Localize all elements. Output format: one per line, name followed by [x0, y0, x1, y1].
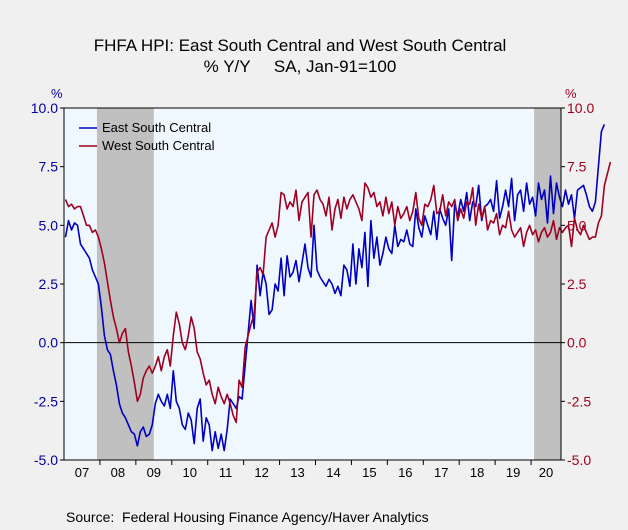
- legend-label-1: East South Central: [102, 120, 211, 135]
- x-tick-label: 08: [111, 465, 125, 480]
- x-tick-label: 10: [183, 465, 197, 480]
- recession-band-2: [534, 108, 561, 460]
- left-tick-label: 2.5: [39, 276, 59, 292]
- x-tick-label: 16: [398, 465, 412, 480]
- right-tick-label: 0.0: [567, 335, 587, 351]
- right-tick-label: 10.0: [567, 100, 594, 116]
- x-tick-label: 19: [506, 465, 520, 480]
- chart-subtitle: % Y/Y SA, Jan-91=100: [204, 57, 397, 76]
- x-axis: 07 08 09 10 11 12 13 14 15 16 17 18 19 20: [75, 460, 553, 480]
- left-tick-label: -5.0: [34, 452, 58, 468]
- recession-shading: [96, 108, 561, 460]
- x-tick-label: 11: [219, 465, 233, 480]
- right-tick-label: 2.5: [567, 276, 587, 292]
- left-tick-label: 0.0: [39, 335, 59, 351]
- x-tick-label: 09: [147, 465, 161, 480]
- left-tick-label: -2.5: [34, 393, 58, 409]
- chart-title: FHFA HPI: East South Central and West So…: [94, 36, 507, 55]
- right-tick-label: -5.0: [567, 452, 591, 468]
- series-line-1: [64, 124, 606, 452]
- series-line-2: [64, 161, 612, 424]
- right-tick-label: 5.0: [567, 217, 587, 233]
- legend-label-2: West South Central: [102, 138, 215, 153]
- x-tick-label: 17: [434, 465, 448, 480]
- left-tick-label: 5.0: [39, 217, 59, 233]
- x-tick-label: 12: [254, 465, 268, 480]
- x-tick-label: 07: [75, 465, 89, 480]
- recession-band-1: [96, 108, 154, 460]
- x-tick-label: 20: [539, 465, 553, 480]
- x-tick-label: 15: [362, 465, 376, 480]
- left-tick-label: 10.0: [31, 100, 58, 116]
- legend: East South Central West South Central: [79, 120, 215, 153]
- left-tick-label: 7.5: [39, 159, 59, 175]
- x-tick-label: 13: [290, 465, 304, 480]
- left-axis-unit: %: [51, 86, 63, 101]
- right-axis-unit: %: [565, 86, 577, 101]
- x-tick-label: 18: [470, 465, 484, 480]
- source-note: Source: Federal Housing Finance Agency/H…: [66, 509, 429, 525]
- series-lines: [64, 124, 612, 452]
- right-tick-label: 7.5: [567, 159, 587, 175]
- right-tick-label: -2.5: [567, 393, 591, 409]
- right-axis: 10.0 7.5 5.0 2.5 0.0 -2.5 -5.0: [561, 100, 594, 468]
- x-tick-label: 14: [326, 465, 340, 480]
- left-axis: 10.0 7.5 5.0 2.5 0.0 -2.5 -5.0: [31, 100, 64, 468]
